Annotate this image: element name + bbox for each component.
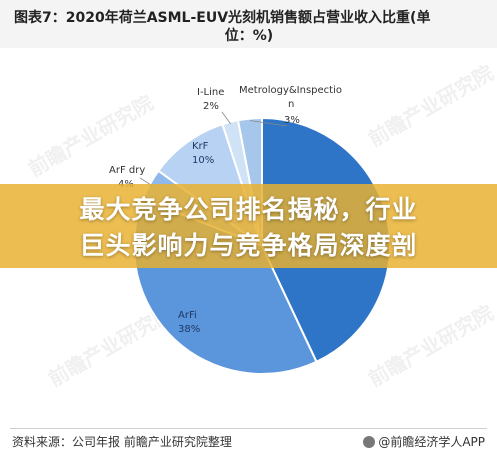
brand-logo-icon xyxy=(363,436,376,448)
slice-value-krf: 10% xyxy=(192,155,214,166)
slice-value-iline: 2% xyxy=(203,101,219,112)
slice-label-iline: I-Line xyxy=(197,87,224,98)
slice-label-arfi: ArFi xyxy=(178,310,197,321)
brand-text: @前瞻经济学人APP xyxy=(378,435,485,449)
slice-label-metrology-cont: n xyxy=(288,99,294,110)
overlay-line2: 巨头影响力与竞争格局深度剖 xyxy=(79,231,418,260)
chart-title-line1: 图表7：2020年荷兰ASML-EUV光刻机销售额占营业收入比重(单 xyxy=(14,10,431,26)
slice-label-arfdry: ArF dry xyxy=(109,165,145,176)
slice-value-metrology: 3% xyxy=(284,115,300,126)
leader-line xyxy=(221,111,231,125)
overlay-line1: 最大竞争公司排名揭秘，行业 xyxy=(79,195,418,224)
slice-label-krf: KrF xyxy=(192,141,209,152)
source-note: 资料来源：公司年报 前瞻产业研究院整理 xyxy=(12,435,232,449)
slice-label-metrology: Metrology&Inspectio xyxy=(239,85,342,96)
overlay-headline: 最大竞争公司排名揭秘，行业 巨头影响力与竞争格局深度剖 xyxy=(0,192,497,264)
slice-value-arfi: 38% xyxy=(178,324,200,335)
leader-line xyxy=(250,120,288,127)
title-overlay-banner xyxy=(0,184,497,268)
brand-credit: @前瞻经济学人APP xyxy=(363,433,485,450)
title-bar xyxy=(0,0,497,48)
chart-title: 图表7：2020年荷兰ASML-EUV光刻机销售额占营业收入比重(单 位：%) xyxy=(14,9,484,45)
footer-divider xyxy=(10,428,487,429)
chart-title-line2: 位：%) xyxy=(224,28,274,44)
